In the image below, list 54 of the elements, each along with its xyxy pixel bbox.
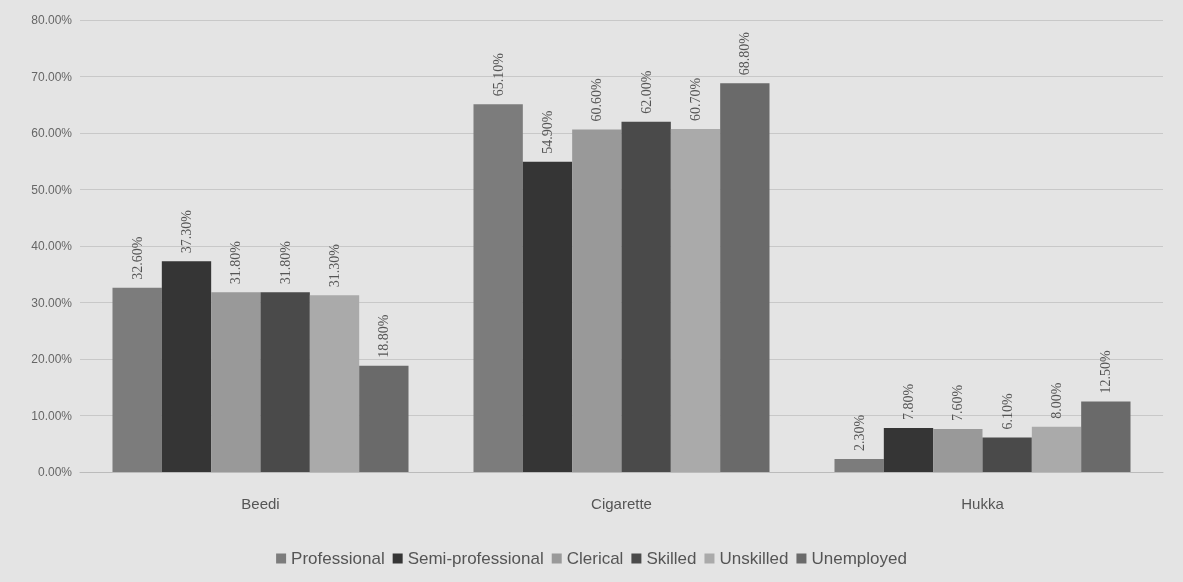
legend-label: Unemployed — [811, 549, 907, 568]
x-tick-label: Beedi — [241, 495, 280, 512]
bar — [720, 83, 770, 472]
data-label: 31.80% — [277, 240, 293, 285]
y-tick-label: 20.00% — [31, 352, 73, 366]
data-label: 37.30% — [178, 209, 194, 254]
bar — [473, 104, 523, 472]
data-label: 54.90% — [539, 110, 555, 154]
bar — [1031, 426, 1082, 472]
data-label: 7.60% — [950, 384, 966, 422]
data-label: 60.60% — [589, 78, 605, 122]
data-label: 18.80% — [376, 314, 392, 358]
legend-label: Skilled — [646, 549, 697, 568]
data-label: 2.30% — [851, 414, 867, 452]
data-label: 12.50% — [1098, 349, 1114, 394]
x-tick-label: Cigarette — [591, 495, 652, 512]
data-label: 60.70% — [688, 77, 704, 122]
bar — [161, 261, 212, 472]
bar — [572, 129, 622, 472]
data-label: 62.00% — [638, 70, 654, 114]
data-label: 31.80% — [228, 240, 244, 285]
data-label: 8.00% — [1049, 382, 1065, 419]
legend-label: Unskilled — [719, 549, 789, 568]
bar — [933, 429, 983, 472]
y-tick-label: 50.00% — [31, 182, 73, 197]
legend-label: Professional — [291, 549, 385, 568]
data-label: 65.10% — [490, 52, 506, 97]
y-tick-label: 80.00% — [31, 13, 73, 27]
y-tick-label: 70.00% — [31, 69, 73, 84]
bar — [359, 365, 409, 472]
bar — [982, 437, 1032, 472]
data-label: 32.60% — [129, 236, 145, 280]
legend-label: Semi-professional — [407, 549, 544, 568]
data-label: 68.80% — [737, 31, 753, 76]
bar — [670, 129, 721, 472]
y-tick-label: 10.00% — [31, 408, 73, 423]
x-tick-label: Hukka — [961, 495, 1005, 512]
bar — [211, 292, 261, 472]
bar — [112, 287, 162, 472]
bar — [883, 427, 934, 472]
bar — [621, 121, 671, 472]
y-tick-label: 30.00% — [31, 295, 73, 310]
y-tick-label: 60.00% — [31, 126, 73, 140]
data-label: 6.10% — [999, 393, 1015, 430]
bar — [522, 161, 573, 472]
bar — [1081, 401, 1131, 472]
y-tick-label: 0.00% — [37, 465, 73, 479]
data-label: 31.30% — [327, 243, 343, 288]
bar — [834, 459, 884, 472]
legend-label: Clerical — [566, 549, 624, 568]
data-label: 7.80% — [900, 383, 916, 420]
bar — [260, 292, 310, 472]
y-tick-label: 40.00% — [31, 239, 73, 253]
bar — [309, 295, 360, 472]
